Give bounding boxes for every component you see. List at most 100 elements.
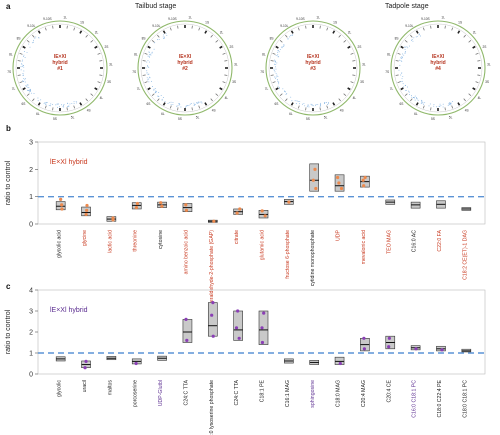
chromosome-label: 9-10L — [152, 24, 160, 28]
snp-point — [172, 104, 173, 105]
snp-point — [417, 98, 418, 99]
data-point — [261, 209, 264, 212]
chromosome-tick — [220, 47, 223, 49]
chromosome-label: 2L — [473, 31, 477, 35]
chromosome-label: 1S — [333, 20, 337, 24]
snp-point — [417, 36, 418, 37]
chromosome-tick — [211, 35, 213, 37]
chromosome-tick — [348, 47, 351, 49]
snp-point — [194, 103, 195, 104]
snp-point — [308, 106, 309, 107]
chromosome-tick — [458, 103, 460, 106]
snp-point — [277, 79, 278, 80]
data-point — [312, 179, 315, 182]
chromosome-tick — [45, 28, 46, 31]
chromosome-label: 5S — [306, 117, 310, 121]
snp-point — [439, 106, 440, 107]
data-point — [260, 326, 263, 329]
snp-point — [277, 76, 278, 77]
category-label: porcoserine — [133, 380, 139, 407]
snp-point — [421, 103, 422, 104]
snp-point — [45, 104, 46, 105]
snp-point — [448, 103, 449, 104]
chromosome-tick — [211, 99, 213, 101]
category-label: C18:0 C22:4 PE — [437, 379, 443, 417]
snp-point — [303, 103, 304, 104]
snp-point — [328, 103, 329, 104]
chromosome-tick — [405, 94, 407, 96]
snp-point — [147, 77, 148, 78]
circos-plot: 1L 1S 2L 2S 3L 3S 4L 4S 5L 5S 6L 6S 7L 7S 8L 8S 9-10L 9-1… — [10, 18, 110, 118]
data-point — [59, 198, 62, 201]
snp-point — [185, 107, 186, 108]
snp-point — [279, 87, 280, 88]
category-label: maltos — [107, 380, 113, 396]
snp-point — [320, 106, 321, 107]
snp-point — [402, 76, 403, 77]
chromosome-label: 2S — [230, 45, 234, 49]
snp-point — [50, 105, 51, 106]
category-label: uracil — [82, 380, 88, 392]
chromosome-tick — [53, 26, 54, 29]
snp-point — [404, 47, 405, 48]
chromosome-label: 5L — [324, 116, 328, 120]
snp-point — [148, 74, 149, 75]
snp-point — [292, 35, 293, 36]
chromosome-tick — [445, 107, 446, 110]
y-tick-label: 0 — [29, 372, 33, 379]
snp-point — [276, 76, 277, 77]
snp-point — [158, 96, 159, 97]
chromosome-tick — [145, 82, 148, 83]
chromosome-label: 5L — [71, 116, 75, 120]
snp-point — [38, 100, 39, 101]
snp-point — [24, 51, 25, 52]
chromosome-label: 6S — [275, 102, 279, 106]
snp-point — [63, 107, 64, 108]
chromosome-tick — [39, 31, 41, 34]
chromosome-label: 2S — [358, 45, 362, 49]
snp-point — [423, 104, 424, 105]
snp-point — [57, 104, 58, 105]
chromosome-label: 6L — [289, 112, 293, 116]
snp-point — [28, 87, 29, 88]
chromosome-tick — [344, 94, 346, 96]
snp-point — [450, 104, 451, 105]
legend-label: lE×Xl hybrid — [50, 159, 88, 166]
chromosome-tick — [401, 47, 404, 49]
snp-point — [64, 104, 65, 105]
snp-point — [188, 105, 189, 106]
chromosome-tick — [431, 107, 432, 110]
data-point — [160, 205, 163, 208]
snp-point — [298, 101, 299, 102]
snp-point — [171, 104, 172, 105]
snp-point — [308, 105, 309, 106]
snp-point — [285, 91, 286, 92]
snp-point — [328, 102, 329, 103]
chromosome-tick — [164, 103, 166, 106]
snp-point — [411, 40, 412, 41]
snp-point — [276, 73, 277, 74]
chromosome-tick — [320, 26, 321, 29]
snp-point — [414, 97, 415, 98]
snp-point — [313, 105, 314, 106]
category-label: C18:0 MAG — [336, 380, 342, 407]
hybrid-id: #4 — [388, 66, 488, 72]
data-point — [364, 176, 367, 179]
snp-point — [320, 103, 321, 104]
snp-point — [297, 100, 298, 101]
snp-point — [440, 104, 441, 105]
snp-point — [295, 100, 296, 101]
snp-point — [157, 39, 158, 40]
snp-point — [30, 89, 31, 90]
snp-point — [154, 49, 155, 50]
snp-point — [148, 74, 149, 75]
snp-point — [31, 93, 32, 94]
chromosome-tick — [32, 99, 34, 101]
chromosome-tick — [452, 28, 453, 31]
chromosome-tick — [473, 88, 476, 90]
chromosome-tick — [292, 103, 294, 106]
y-tick-label: 3 — [29, 309, 33, 316]
snp-point — [288, 38, 289, 39]
chromosome-label: 9-10S — [421, 17, 430, 21]
data-point — [313, 168, 316, 171]
